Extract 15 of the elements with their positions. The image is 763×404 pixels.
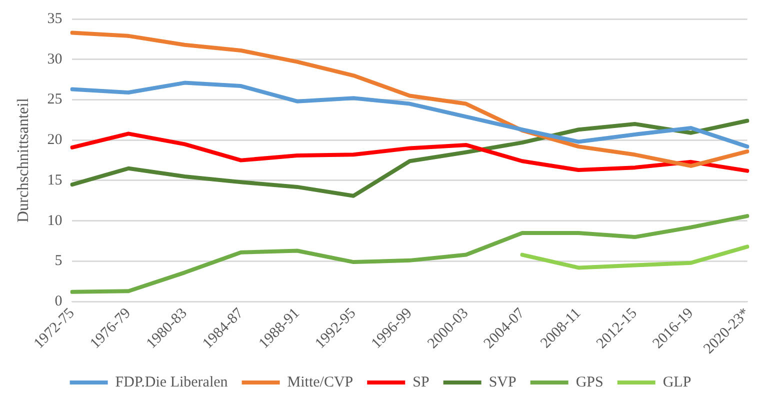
legend-label: Mitte/CVP (287, 374, 354, 390)
y-tick-label: 35 (47, 10, 62, 27)
y-tick-label: 25 (47, 92, 62, 108)
y-tick-label: 10 (47, 212, 62, 229)
legend-label: SP (412, 374, 430, 390)
y-axis-title: Durchschnittsanteil (14, 98, 32, 223)
y-tick-label: 30 (47, 51, 62, 68)
legend-label: GPS (576, 374, 604, 390)
y-tick-label: 15 (47, 172, 62, 188)
y-tick-label: 20 (47, 132, 62, 148)
y-tick-label: 5 (54, 253, 62, 270)
legend-label: SVP (488, 374, 516, 390)
legend-label: FDP.Die Liberalen (115, 374, 228, 390)
legend-label: GLP (662, 374, 692, 390)
y-tick-label: 0 (54, 294, 62, 310)
